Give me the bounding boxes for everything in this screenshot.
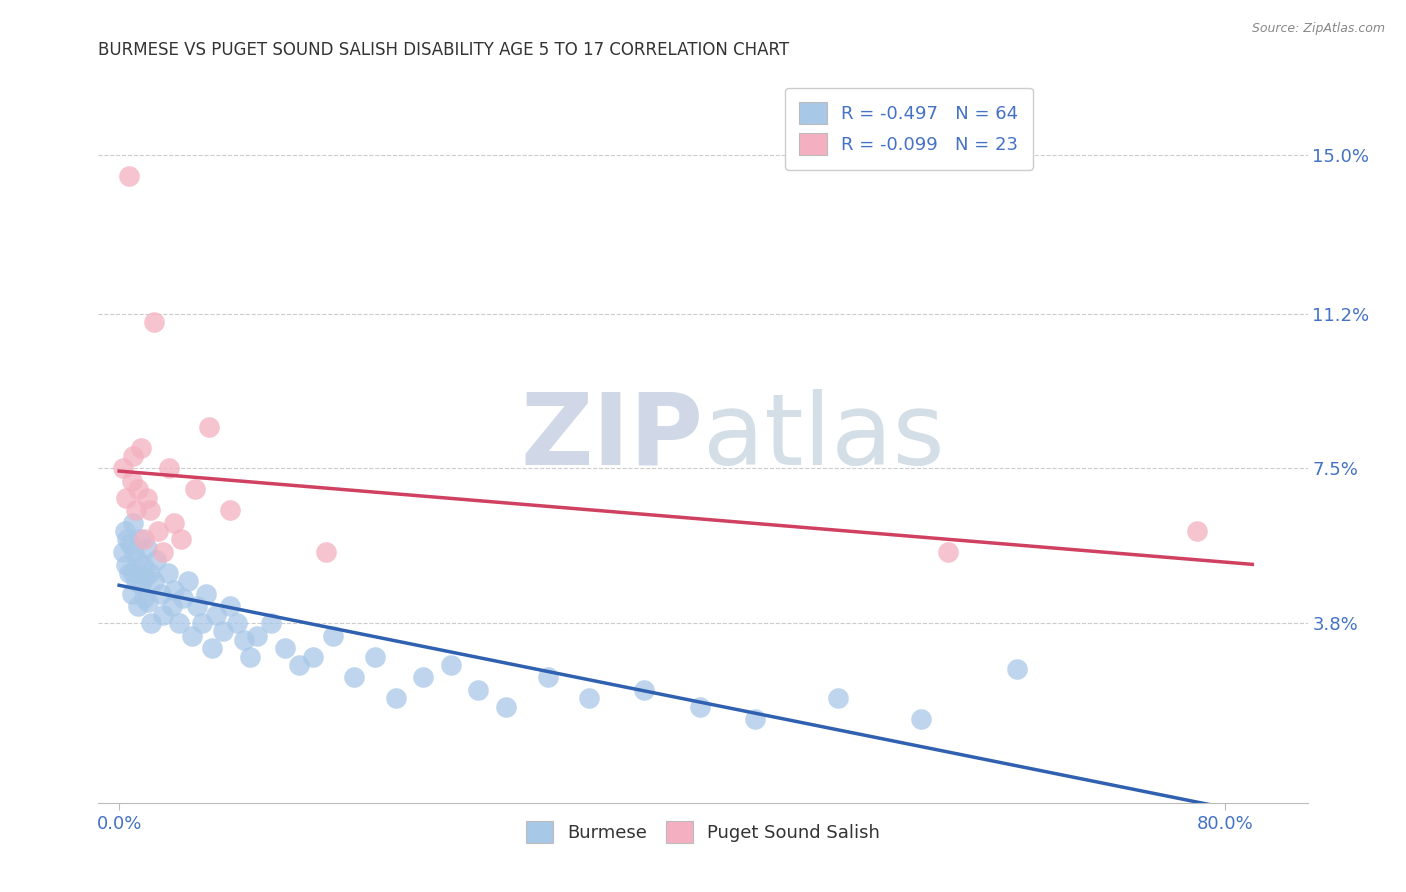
Point: [633, 682, 655, 697]
Point: [127, 553, 149, 567]
Point: [134, 570, 156, 584]
Point: [163, 582, 186, 597]
Point: [343, 670, 366, 684]
Point: [115, 491, 138, 505]
Point: [246, 629, 269, 643]
Point: [128, 483, 150, 497]
Point: [205, 607, 228, 622]
Point: [184, 483, 207, 497]
Point: [122, 449, 145, 463]
Point: [198, 419, 221, 434]
Point: [152, 607, 174, 622]
Point: [142, 315, 165, 329]
Point: [121, 587, 143, 601]
Point: [145, 553, 167, 567]
Point: [142, 574, 165, 589]
Point: [191, 616, 214, 631]
Point: [936, 545, 959, 559]
Point: [260, 616, 283, 631]
Text: Source: ZipAtlas.com: Source: ZipAtlas.com: [1251, 22, 1385, 36]
Point: [239, 649, 262, 664]
Text: ZIP: ZIP: [520, 389, 703, 485]
Point: [132, 591, 155, 605]
Point: [115, 558, 138, 572]
Point: [827, 691, 849, 706]
Point: [160, 599, 183, 614]
Point: [117, 533, 139, 547]
Point: [172, 591, 194, 605]
Point: [181, 629, 204, 643]
Point: [578, 691, 600, 706]
Point: [170, 533, 193, 547]
Point: [467, 682, 489, 697]
Point: [364, 649, 387, 664]
Point: [135, 491, 157, 505]
Point: [201, 641, 224, 656]
Point: [156, 566, 179, 580]
Point: [495, 699, 517, 714]
Point: [157, 461, 180, 475]
Point: [132, 533, 155, 547]
Point: [412, 670, 434, 684]
Point: [114, 524, 136, 538]
Point: [384, 691, 406, 706]
Point: [218, 599, 240, 614]
Point: [128, 599, 150, 614]
Point: [186, 599, 208, 614]
Point: [112, 461, 135, 475]
Point: [128, 533, 150, 547]
Point: [218, 503, 240, 517]
Point: [125, 503, 148, 517]
Point: [122, 516, 145, 530]
Point: [120, 536, 142, 550]
Point: [440, 657, 463, 672]
Point: [195, 587, 218, 601]
Point: [163, 516, 186, 530]
Point: [138, 566, 160, 580]
Point: [136, 595, 159, 609]
Point: [177, 574, 200, 589]
Point: [167, 616, 190, 631]
Point: [211, 624, 233, 639]
Point: [322, 629, 344, 643]
Point: [121, 474, 143, 488]
Point: [536, 670, 558, 684]
Point: [122, 566, 145, 580]
Point: [1185, 524, 1208, 538]
Text: BURMESE VS PUGET SOUND SALISH DISABILITY AGE 5 TO 17 CORRELATION CHART: BURMESE VS PUGET SOUND SALISH DISABILITY…: [98, 41, 790, 59]
Point: [689, 699, 711, 714]
Point: [149, 587, 172, 601]
Text: atlas: atlas: [703, 389, 945, 485]
Point: [1007, 662, 1029, 676]
Point: [138, 503, 160, 517]
Point: [129, 578, 152, 592]
Point: [112, 545, 135, 559]
Point: [315, 545, 337, 559]
Point: [301, 649, 323, 664]
Point: [129, 441, 152, 455]
Point: [118, 169, 141, 183]
Point: [125, 574, 148, 589]
Point: [225, 616, 247, 631]
Point: [135, 541, 157, 555]
Point: [146, 524, 169, 538]
Point: [118, 566, 141, 580]
Point: [274, 641, 297, 656]
Point: [131, 558, 153, 572]
Point: [910, 712, 932, 726]
Point: [124, 545, 146, 559]
Point: [152, 545, 174, 559]
Legend: Burmese, Puget Sound Salish: Burmese, Puget Sound Salish: [517, 813, 889, 852]
Point: [744, 712, 766, 726]
Point: [139, 616, 162, 631]
Point: [288, 657, 311, 672]
Point: [232, 632, 254, 647]
